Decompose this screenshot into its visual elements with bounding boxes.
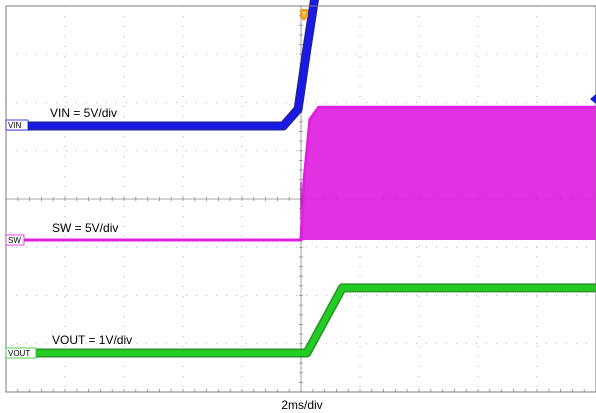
sw-scale-label: SW = 5V/div — [52, 221, 118, 235]
vin-scale-label: VIN = 5V/div — [50, 106, 117, 120]
vout-channel-tag: VOUT — [5, 347, 37, 359]
vin-channel-tag: VIN — [5, 119, 29, 131]
svg-text:VIN: VIN — [8, 121, 22, 130]
sw-channel-tag: SW — [5, 234, 25, 246]
trigger-marker: T — [300, 9, 308, 21]
svg-text:SW: SW — [8, 236, 21, 245]
plot-border — [5, 5, 596, 393]
vout-trace — [6, 284, 596, 356]
svg-text:T: T — [302, 12, 307, 19]
sw-switching-envelope — [301, 107, 596, 240]
vin-offset-marker — [590, 94, 596, 104]
traces — [6, 0, 596, 358]
svg-text:VOUT: VOUT — [8, 349, 30, 358]
sw-trace — [6, 105, 596, 242]
vout-scale-label: VOUT = 1V/div — [52, 333, 132, 347]
vin-trace — [6, 0, 318, 129]
timebase-label: 2ms/div — [281, 398, 322, 412]
